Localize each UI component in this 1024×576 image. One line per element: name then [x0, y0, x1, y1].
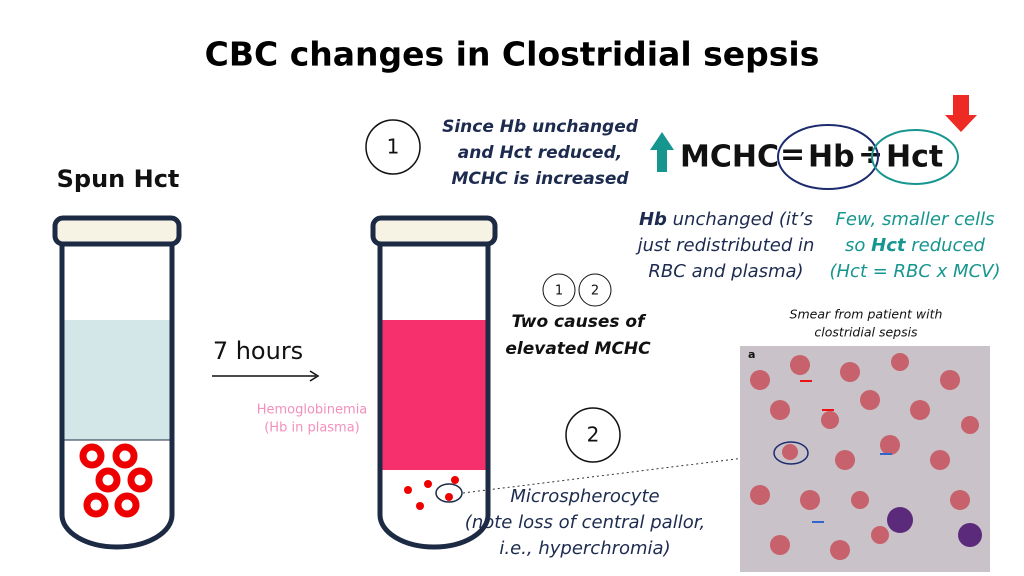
hb-bold: Hb [639, 209, 667, 230]
note-line: (Hb in plasma) [264, 421, 360, 436]
hb-note: Hb unchanged (it’s [639, 209, 813, 230]
step-text: MCHC is increased [451, 169, 629, 189]
step-text: Microspherocyte [510, 486, 659, 507]
cause-number: 1 [555, 284, 563, 299]
step-circle [565, 407, 621, 463]
hb-text: unchanged (it’s [667, 209, 813, 230]
caption: Smear from patient with [790, 307, 943, 322]
cause-number: 2 [591, 284, 599, 299]
hb-ring [777, 124, 879, 190]
formula-term: MCHC [680, 140, 779, 175]
down-arrow [945, 95, 977, 132]
formula-term: Hct [886, 140, 943, 175]
hct-bold: Hct [871, 235, 907, 256]
formula-term: Hb [808, 140, 855, 175]
hb-note: just redistributed in [635, 235, 815, 256]
hct-text: reduced [906, 235, 986, 256]
step-circle [365, 119, 421, 175]
step-text: (note loss of central pallor, [465, 512, 705, 533]
hct-ring [871, 129, 959, 185]
panel-label: a [748, 348, 755, 361]
step-number: 1 [387, 135, 400, 159]
formula-term: = [780, 138, 805, 173]
cause-circle [578, 273, 612, 307]
step-text: i.e., hyperchromia) [499, 538, 670, 559]
left-tube [52, 215, 182, 550]
hb-note: RBC and plasma) [648, 261, 803, 282]
right-tube [370, 215, 498, 550]
cause-text: Two causes of [512, 312, 648, 332]
time-label: 7 hours [213, 337, 303, 365]
hct-note: so Hct reduced [845, 235, 985, 256]
note-line: Hemoglobinemia [257, 403, 368, 418]
title: CBC changes in Clostridial sepsis [205, 35, 820, 74]
cause-circle [542, 273, 576, 307]
step-text: and Hct reduced, [458, 143, 622, 163]
step-number: 2 [587, 423, 600, 447]
caption: clostridial sepsis [814, 325, 918, 340]
hct-note: (Hct = RBC x MCV) [830, 261, 1001, 282]
up-arrow [650, 132, 674, 172]
hct-text: so [845, 235, 871, 256]
arrow [212, 370, 320, 382]
tube-label: Spun Hct [57, 165, 180, 193]
hct-note: Few, smaller cells [836, 209, 995, 230]
cause-text: elevated MCHC [505, 339, 651, 359]
step-text: Since Hb unchanged [442, 117, 639, 137]
smear-image [740, 346, 990, 572]
